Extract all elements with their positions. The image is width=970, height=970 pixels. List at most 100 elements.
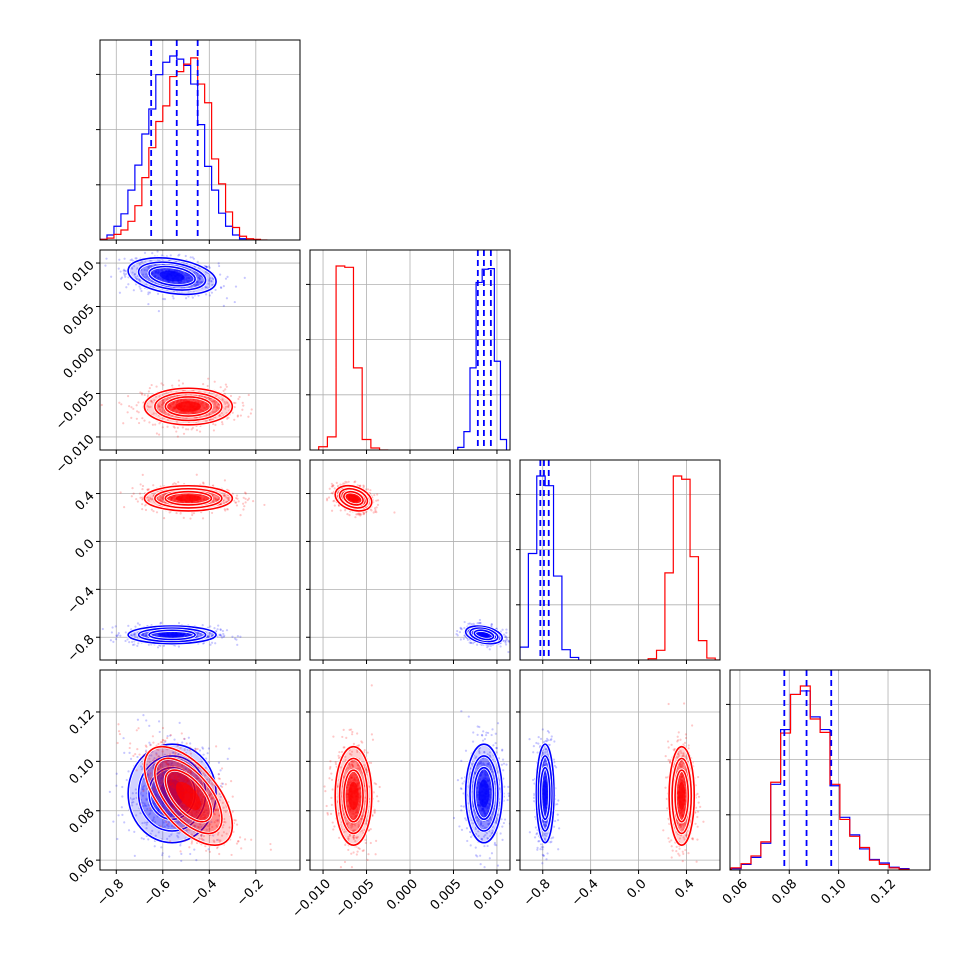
sample-point bbox=[499, 645, 502, 648]
sample-point bbox=[138, 803, 142, 806]
sample-point bbox=[130, 495, 133, 498]
sample-point bbox=[241, 401, 244, 404]
sample-point bbox=[363, 511, 366, 515]
sample-point bbox=[330, 485, 333, 488]
sample-point bbox=[141, 417, 144, 420]
sample-point bbox=[370, 509, 373, 512]
sample-point bbox=[236, 635, 239, 638]
sample-point bbox=[144, 634, 147, 637]
sample-point bbox=[339, 509, 342, 512]
sample-point bbox=[159, 763, 162, 767]
sample-point bbox=[136, 500, 139, 503]
sample-point bbox=[217, 624, 220, 627]
contour-line bbox=[464, 625, 503, 645]
sample-point bbox=[164, 740, 167, 743]
sample-point bbox=[215, 400, 218, 404]
sample-point bbox=[194, 825, 197, 828]
sample-point bbox=[187, 295, 190, 298]
sample-point bbox=[140, 837, 143, 840]
sample-point bbox=[162, 493, 165, 496]
sample-point bbox=[216, 833, 220, 836]
sample-point bbox=[375, 511, 378, 514]
sample-point bbox=[131, 798, 134, 801]
sample-point bbox=[131, 792, 134, 795]
sample-point bbox=[149, 778, 152, 781]
sample-point bbox=[145, 283, 148, 286]
sample-point bbox=[141, 503, 144, 506]
sample-point bbox=[166, 425, 169, 428]
sample-point bbox=[133, 854, 136, 857]
sample-point bbox=[130, 267, 134, 270]
sample-point bbox=[236, 643, 239, 646]
sample-point bbox=[176, 435, 179, 438]
sample-point bbox=[160, 403, 164, 406]
sample-point bbox=[159, 622, 162, 625]
sample-point bbox=[210, 641, 214, 644]
sample-point bbox=[157, 720, 161, 723]
sample-point bbox=[189, 742, 192, 745]
sample-point bbox=[150, 754, 153, 757]
sample-point bbox=[133, 830, 136, 833]
sample-point bbox=[213, 380, 216, 383]
sample-point bbox=[507, 640, 510, 643]
sample-point bbox=[147, 390, 150, 393]
sample-point bbox=[222, 494, 225, 497]
sample-point bbox=[475, 643, 479, 646]
sample-point bbox=[144, 632, 147, 635]
sample-point bbox=[393, 511, 396, 514]
sample-point bbox=[166, 762, 169, 765]
sample-point bbox=[162, 383, 165, 387]
sample-point bbox=[161, 738, 164, 742]
sample-point bbox=[134, 625, 137, 628]
sample-point bbox=[161, 497, 164, 500]
sample-point bbox=[202, 839, 205, 842]
sample-point bbox=[170, 763, 173, 766]
sample-point bbox=[159, 494, 162, 498]
sample-point bbox=[149, 497, 152, 501]
sample-point bbox=[123, 821, 126, 824]
sample-point bbox=[242, 496, 245, 499]
sample-point bbox=[125, 272, 128, 275]
sample-point bbox=[220, 286, 223, 289]
sample-point bbox=[183, 737, 186, 740]
sample-point bbox=[372, 511, 375, 514]
sample-point bbox=[143, 393, 146, 397]
sample-point bbox=[489, 644, 492, 648]
sample-point bbox=[198, 837, 201, 840]
sample-point bbox=[174, 806, 177, 810]
sample-point bbox=[375, 499, 378, 502]
sample-point bbox=[123, 257, 126, 260]
sample-point bbox=[142, 837, 145, 841]
sample-point bbox=[218, 414, 221, 417]
sample-point bbox=[224, 821, 227, 824]
sample-point bbox=[160, 410, 163, 413]
sample-point bbox=[375, 506, 378, 509]
sample-point bbox=[185, 829, 189, 832]
sample-point bbox=[213, 813, 217, 816]
sample-point bbox=[132, 801, 135, 804]
sample-point bbox=[176, 834, 179, 837]
sample-point bbox=[150, 265, 153, 268]
sample-point bbox=[154, 788, 157, 791]
sample-point bbox=[224, 783, 227, 786]
sample-point bbox=[163, 298, 167, 301]
sample-point bbox=[467, 622, 470, 625]
sample-point bbox=[139, 496, 142, 499]
sample-point bbox=[131, 266, 134, 269]
sample-point bbox=[110, 275, 113, 278]
sample-point bbox=[472, 622, 475, 625]
sample-point bbox=[214, 497, 217, 500]
sample-point bbox=[196, 777, 199, 780]
sample-point bbox=[147, 498, 150, 501]
sample-point bbox=[362, 513, 365, 516]
sample-point bbox=[158, 730, 161, 734]
sample-point bbox=[149, 812, 152, 815]
sample-point bbox=[246, 498, 249, 502]
sample-point bbox=[176, 426, 179, 429]
sample-point bbox=[505, 631, 508, 634]
sample-point bbox=[141, 484, 145, 488]
sample-point bbox=[117, 267, 120, 270]
contour-line bbox=[127, 257, 217, 296]
sample-point bbox=[502, 633, 506, 636]
sample-point bbox=[209, 625, 212, 628]
